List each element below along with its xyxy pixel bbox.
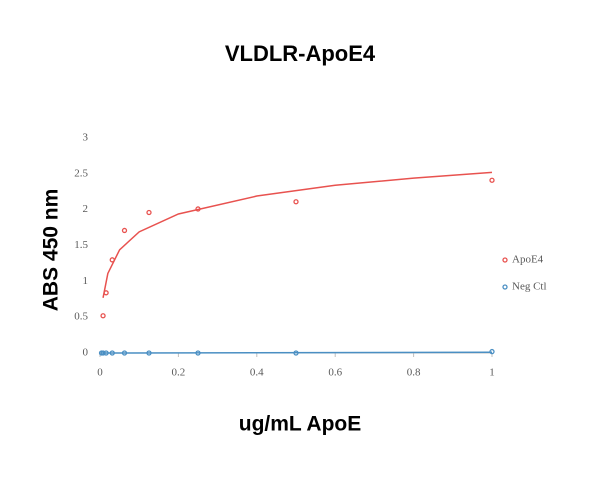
data-point bbox=[109, 350, 115, 356]
y-tick-label: 2 bbox=[83, 203, 89, 215]
data-point bbox=[103, 290, 109, 296]
y-tick-label: 2.5 bbox=[74, 167, 88, 179]
legend-marker bbox=[502, 284, 508, 290]
y-tick-label: 3 bbox=[83, 132, 89, 144]
data-point bbox=[146, 209, 152, 216]
data-point bbox=[489, 177, 495, 183]
data-point bbox=[293, 350, 299, 356]
y-tick-label: 0 bbox=[83, 347, 89, 359]
data-point bbox=[103, 350, 109, 356]
data-point bbox=[195, 350, 201, 356]
y-tick-label: 1 bbox=[83, 275, 89, 287]
x-tick-label: 0.6 bbox=[328, 367, 342, 379]
y-axis-title: ABS 450 nm bbox=[40, 189, 63, 312]
legend-label: Neg Ctl bbox=[512, 281, 547, 293]
data-point bbox=[109, 257, 115, 263]
x-tick-label: 0 bbox=[97, 367, 103, 379]
chart-title: VLDLR-ApoE4 bbox=[225, 41, 376, 66]
x-axis-title: ug/mL ApoE bbox=[239, 413, 362, 436]
x-tick-label: 0.8 bbox=[407, 367, 421, 379]
trendline bbox=[101, 351, 493, 354]
legend-marker bbox=[502, 257, 508, 263]
y-tick-label: 0.5 bbox=[74, 311, 88, 323]
data-point bbox=[121, 227, 128, 234]
legend-label: ApoE4 bbox=[512, 254, 544, 266]
data-point bbox=[121, 350, 128, 356]
data-point bbox=[100, 313, 106, 319]
data-point bbox=[100, 350, 106, 356]
x-tick-label: 1 bbox=[489, 367, 495, 379]
data-point bbox=[293, 199, 299, 205]
x-tick-label: 0.2 bbox=[172, 367, 186, 379]
trendline bbox=[102, 171, 493, 298]
y-tick-label: 1.5 bbox=[74, 239, 88, 251]
x-tick-label: 0.4 bbox=[250, 367, 264, 379]
data-point bbox=[489, 348, 495, 355]
data-point bbox=[195, 206, 201, 212]
data-point bbox=[146, 350, 152, 356]
